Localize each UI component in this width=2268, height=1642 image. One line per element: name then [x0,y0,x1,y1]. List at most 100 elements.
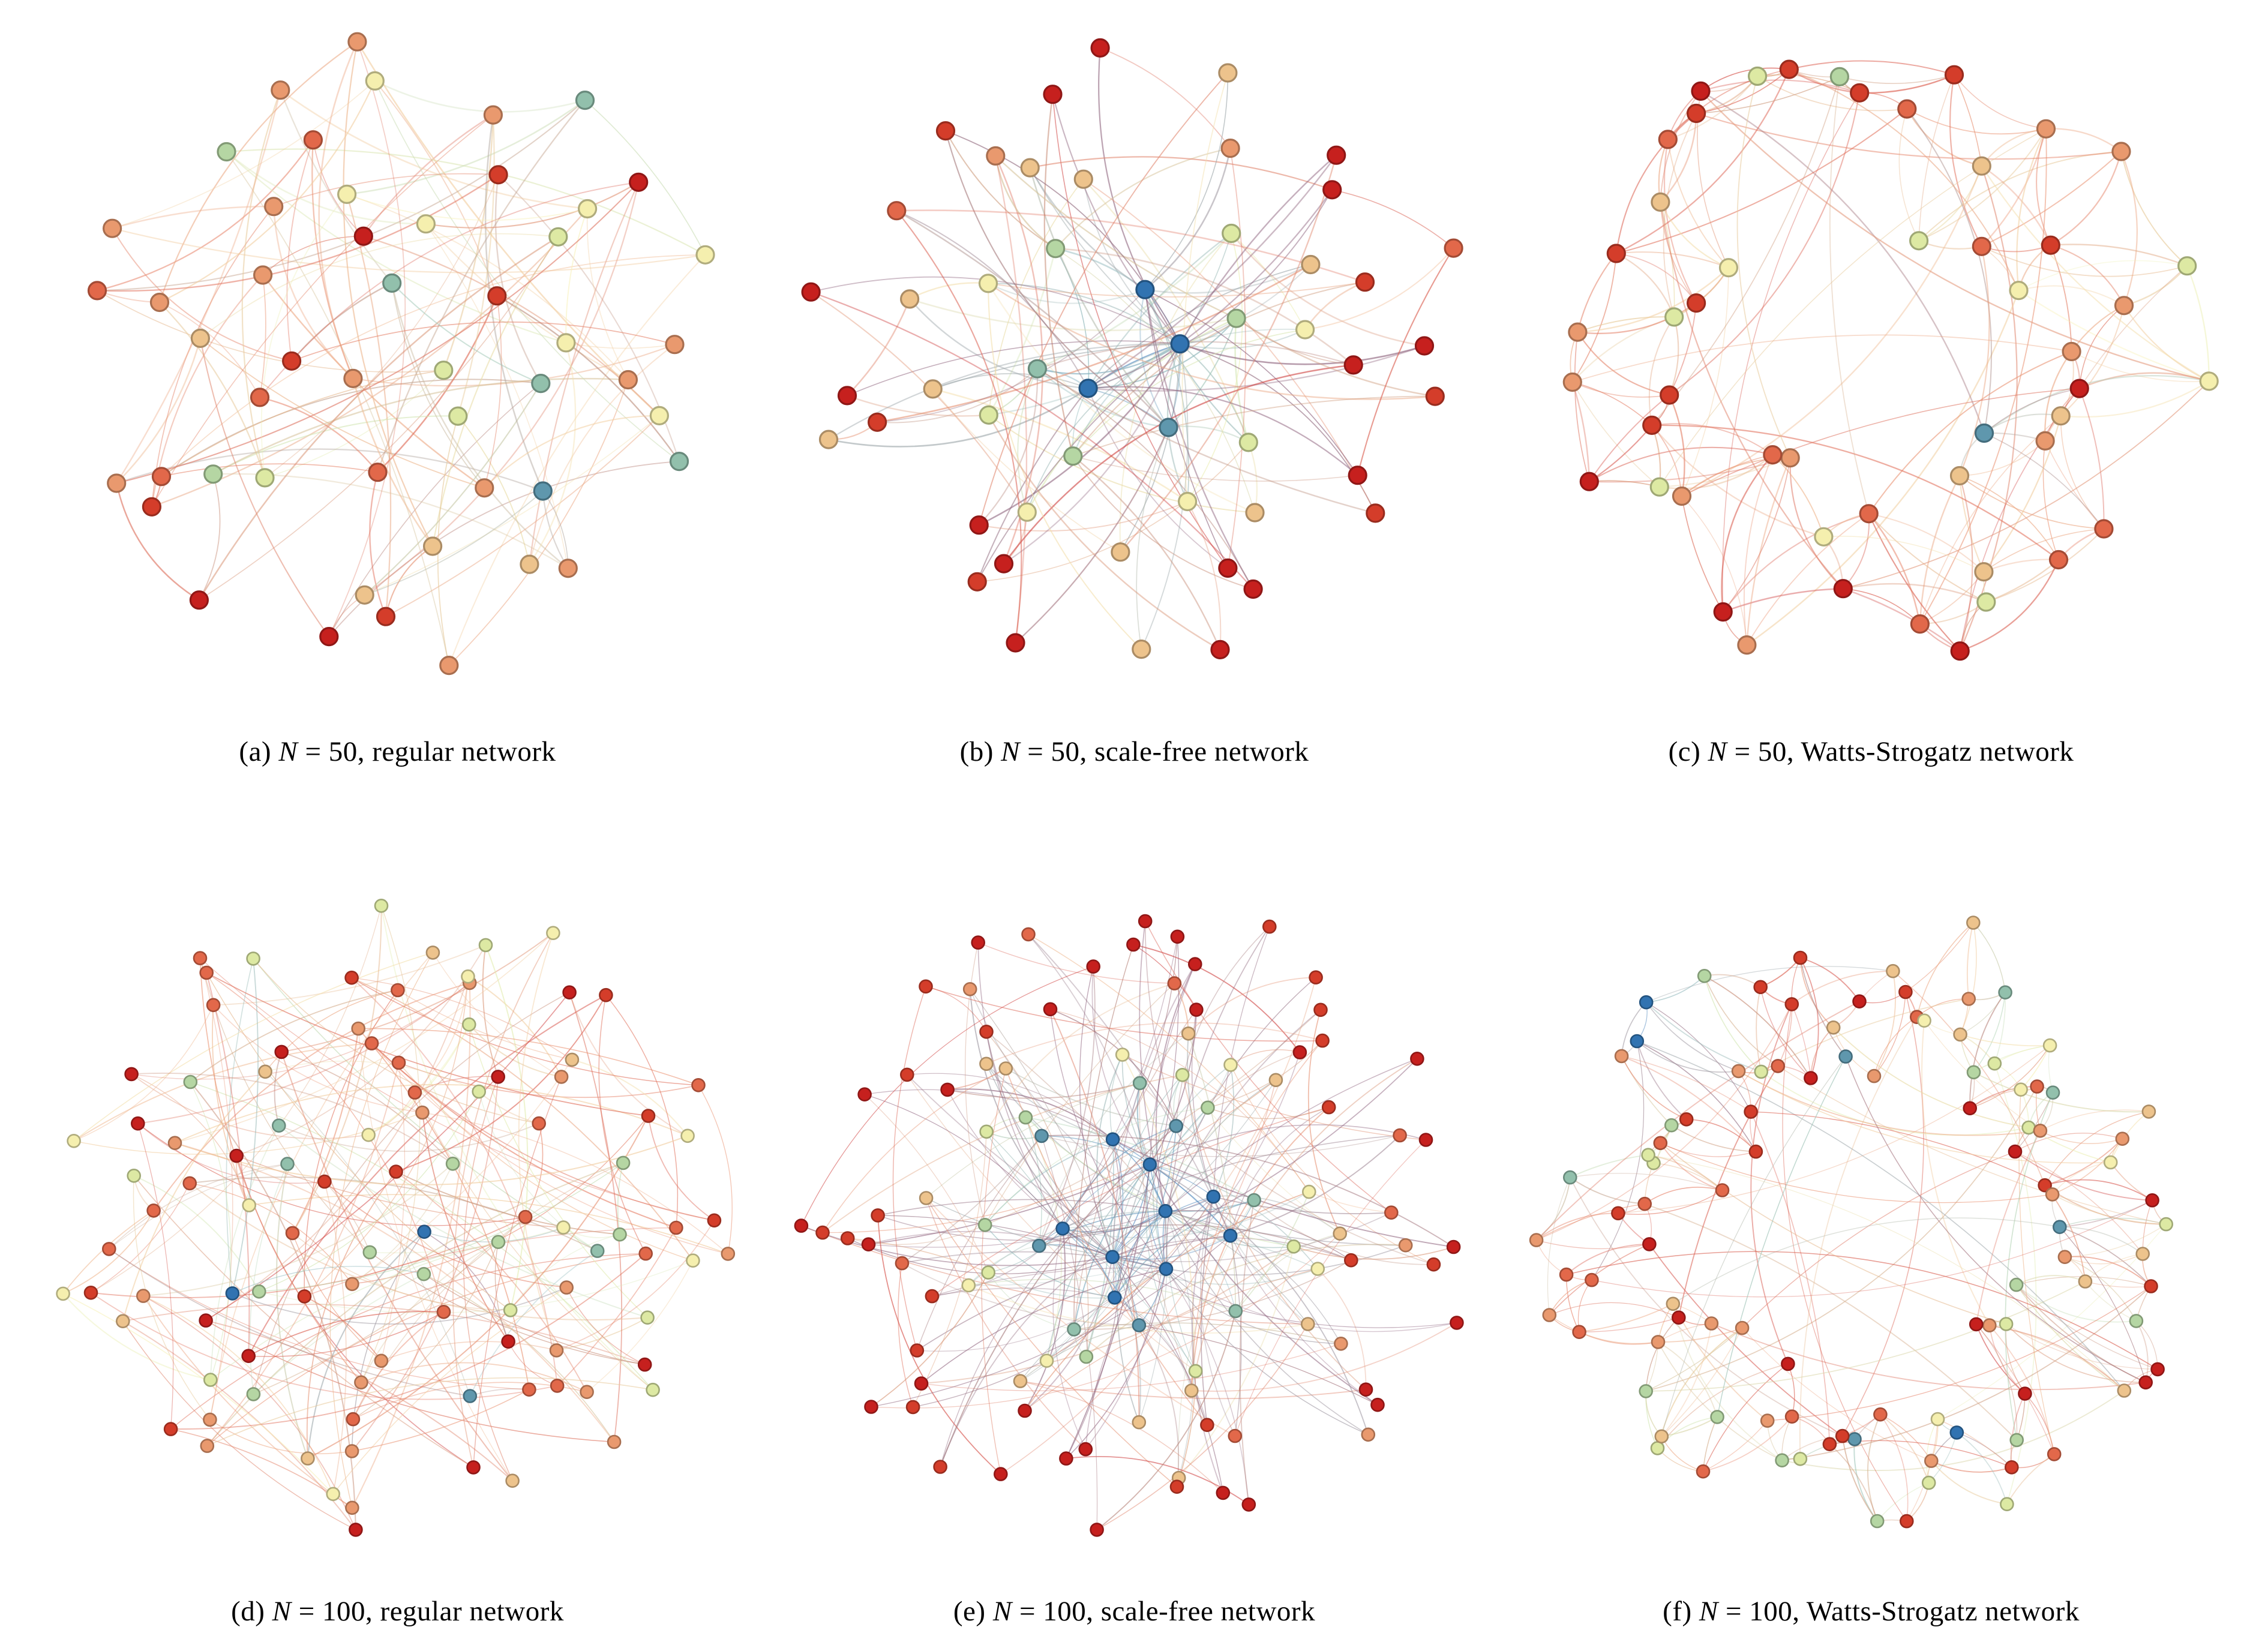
graph-edge [1091,966,1151,1165]
graph-edge [1789,458,1844,589]
network-node [1343,355,1363,375]
graph-edge [1577,316,1675,333]
graph-edge [161,463,378,478]
graph-edge [352,1115,649,1285]
graph-edge [351,1076,499,1452]
graph-edge [1663,113,1697,317]
caption-d-label: (d) [231,1596,272,1627]
graph-edge [1843,583,1987,603]
graph-edge [2014,1151,2153,1201]
network-node [1559,1267,1574,1282]
graph-edge [1046,1164,1150,1361]
graph-edge [557,1227,677,1386]
graph-edge [278,1125,648,1319]
network-node [1715,1183,1730,1197]
network-node [2035,431,2055,451]
graph-edge [988,1272,1075,1330]
network-node [1310,1262,1325,1276]
graph-edge [1703,975,1778,1067]
graph-edge [828,388,1089,448]
network-node [1563,1170,1577,1185]
graph-edge [1660,202,1729,269]
graph-edge [1616,253,1675,317]
graph-edge [1015,427,1169,644]
network-node [1177,491,1198,512]
network-node [2111,142,2131,161]
graph-edge [1829,76,1870,514]
graph-edge [292,1233,382,1361]
graph-edge [352,1162,623,1419]
graph-edge [1616,108,1907,254]
network-node [83,1285,98,1300]
graph-edge [1700,91,2209,382]
network-node [522,1382,536,1397]
graph-edge [1700,67,1789,92]
network-node [1039,1353,1054,1368]
graph-edge [133,1175,211,1420]
network-node [900,289,920,309]
graph-edge [381,1341,557,1362]
network-node [1963,1101,1978,1116]
network-node [1020,158,1040,178]
network-node [925,1289,940,1304]
network-node [1043,85,1063,104]
network-node [1158,1203,1173,1218]
graph-edge [984,1139,1113,1226]
graph-edge [2006,1323,2158,1370]
graph-edge [1969,992,2006,1109]
graph-edge [1082,179,1181,344]
graph-edge [1139,921,1166,1211]
network-node [923,379,943,399]
network-node [2036,119,2056,139]
graph-edge [1919,601,1987,625]
graph-edge [199,236,559,601]
graph-edge [414,1092,653,1391]
graph-edge [518,932,557,1351]
network-node [1105,1250,1120,1265]
network-node [1090,1523,1104,1537]
graph-edge [1704,975,1811,1079]
graph-edge [1549,1302,1679,1318]
graph-edge [1180,343,1425,365]
network-node [1107,1290,1122,1305]
graph-edge [988,415,1221,650]
graph-edge [1880,1414,1932,1461]
graph-edge [2005,1323,2146,1383]
network-graph-a [87,32,715,676]
network-node [1704,1316,1719,1331]
network-node [590,1244,605,1258]
network-node [1450,1316,1464,1330]
graph-edge [1616,253,1697,304]
graph-edge [485,945,529,1311]
graph-edge [1062,1134,1400,1229]
graph-edge [1187,1033,1237,1311]
graph-edge [921,1246,1294,1385]
network-node [103,218,122,238]
graph-edge [542,491,569,569]
graph-edge [352,1163,454,1284]
network-node [629,172,649,192]
graph-edge [226,151,450,666]
graph-edge [1087,343,1180,389]
graph-edge [1868,513,1921,625]
graph-edge [364,383,542,596]
graph-edge [945,130,1181,344]
graph-edge [529,344,676,565]
network-node [1793,1451,1808,1466]
network-node [2004,1460,2019,1475]
network-node [1321,1100,1336,1115]
network-node [1859,504,1879,524]
network-node [2177,256,2197,276]
graph-edge [986,1063,1113,1140]
graph-edge [947,1088,1114,1140]
graph-edge [1181,73,1229,502]
graph-edge [1981,165,2051,246]
network-node [142,497,161,517]
graph-edge [122,1320,356,1530]
graph-edge [1037,233,1232,370]
network-node [136,1289,151,1303]
graph-edge [1660,1142,2053,1203]
network-node [1301,254,1321,275]
network-node [253,265,273,285]
network-node [116,1314,130,1329]
